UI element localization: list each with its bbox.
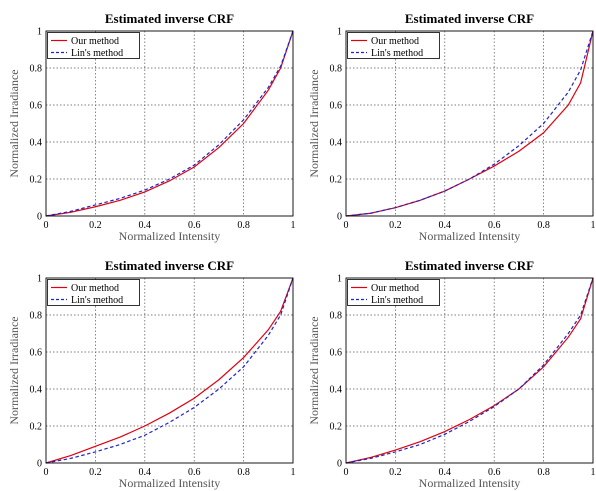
x-tick-label: 0.4 bbox=[139, 467, 152, 478]
x-axis-label: Normalized Intensity bbox=[119, 476, 221, 490]
x-tick-label: 0.6 bbox=[488, 220, 501, 231]
x-tick-label: 0 bbox=[344, 220, 349, 231]
chart-title: Estimated inverse CRF bbox=[105, 258, 234, 273]
y-tick-label: 0.8 bbox=[330, 64, 343, 75]
x-tick-label: 0.2 bbox=[89, 467, 102, 478]
y-tick-label: 0 bbox=[37, 212, 42, 223]
chart-panel-3: 0 0.2 0.4 0.6 0.8 1 0 0.2 0.4 0.6 0.8 1 Estimated in… bbox=[7, 258, 296, 490]
x-tick-label: 0.8 bbox=[537, 220, 550, 231]
series-line-lins-method bbox=[345, 277, 594, 464]
legend-box bbox=[47, 279, 140, 306]
axes-frame bbox=[45, 30, 294, 217]
legend-label: Our method bbox=[71, 36, 119, 47]
y-tick-label: 1 bbox=[337, 274, 342, 285]
y-tick-label: 0.6 bbox=[30, 348, 43, 359]
x-tick-label: 1 bbox=[291, 467, 296, 478]
series-line-our-method bbox=[345, 277, 594, 464]
y-axis-label: Normalized Irradiance bbox=[7, 69, 21, 177]
legend-label: Our method bbox=[371, 283, 419, 294]
y-tick-label: 1 bbox=[37, 274, 42, 285]
x-axis-label: Normalized Intensity bbox=[119, 229, 221, 243]
y-tick-label: 0 bbox=[337, 459, 342, 470]
axes-frame bbox=[345, 277, 594, 464]
plot-area bbox=[346, 278, 593, 463]
legend-label: Our method bbox=[71, 283, 119, 294]
x-tick-label: 0.6 bbox=[188, 220, 201, 231]
y-tick-label: 0.2 bbox=[330, 422, 343, 433]
plot-area bbox=[46, 31, 293, 216]
series-line-our-method bbox=[345, 30, 594, 217]
chart-title: Estimated inverse CRF bbox=[105, 11, 234, 26]
x-tick-label: 0.4 bbox=[439, 220, 452, 231]
chart-panel-1: 0 0.2 0.4 0.6 0.8 1 0 0.2 0.4 0.6 0.8 1 Estimated in… bbox=[7, 11, 296, 243]
x-tick-label: 0.4 bbox=[439, 467, 452, 478]
y-tick-label: 0 bbox=[37, 459, 42, 470]
x-tick-label: 0 bbox=[44, 220, 49, 231]
y-tick-label: 0.4 bbox=[330, 385, 343, 396]
y-tick-label: 0.6 bbox=[330, 101, 343, 112]
y-tick-label: 1 bbox=[37, 27, 42, 38]
series-line-our-method bbox=[45, 30, 294, 217]
y-tick-label: 0.6 bbox=[30, 101, 43, 112]
legend-box bbox=[347, 279, 440, 306]
series-line-our-method bbox=[45, 277, 294, 464]
y-tick-label: 0.4 bbox=[30, 138, 43, 149]
x-tick-label: 0.2 bbox=[89, 220, 102, 231]
plot-area bbox=[46, 278, 293, 463]
y-tick-label: 0.4 bbox=[30, 385, 43, 396]
chart-panel-4: 0 0.2 0.4 0.6 0.8 1 0 0.2 0.4 0.6 0.8 1 Estimated in… bbox=[307, 258, 596, 490]
legend-label: Lin's method bbox=[71, 48, 123, 59]
series-line-lins-method bbox=[345, 30, 594, 217]
legend-label: Lin's method bbox=[371, 48, 423, 59]
chart-title: Estimated inverse CRF bbox=[405, 258, 534, 273]
x-axis-label: Normalized Intensity bbox=[419, 476, 521, 490]
x-axis-label: Normalized Intensity bbox=[419, 229, 521, 243]
y-tick-label: 0.8 bbox=[330, 311, 343, 322]
x-tick-label: 0.2 bbox=[389, 467, 402, 478]
x-tick-label: 0.8 bbox=[237, 220, 250, 231]
axes-frame bbox=[45, 277, 294, 464]
legend-label: Lin's method bbox=[71, 295, 123, 306]
x-tick-label: 0.4 bbox=[139, 220, 152, 231]
x-tick-label: 0 bbox=[344, 467, 349, 478]
x-tick-label: 0.8 bbox=[237, 467, 250, 478]
y-tick-label: 1 bbox=[337, 27, 342, 38]
legend-label: Lin's method bbox=[371, 295, 423, 306]
x-tick-label: 0.8 bbox=[537, 467, 550, 478]
series-line-lins-method bbox=[45, 277, 294, 464]
x-tick-label: 0.6 bbox=[488, 467, 501, 478]
x-tick-label: 1 bbox=[591, 467, 596, 478]
x-tick-label: 0.2 bbox=[389, 220, 402, 231]
x-tick-label: 1 bbox=[591, 220, 596, 231]
y-tick-label: 0.2 bbox=[330, 175, 343, 186]
y-axis-label: Normalized Irradiance bbox=[307, 69, 321, 177]
chart-title: Estimated inverse CRF bbox=[405, 11, 534, 26]
legend-box bbox=[347, 32, 440, 59]
y-tick-label: 0.8 bbox=[30, 64, 43, 75]
y-tick-label: 0 bbox=[337, 212, 342, 223]
x-tick-label: 1 bbox=[291, 220, 296, 231]
x-tick-label: 0.6 bbox=[188, 467, 201, 478]
axes-frame bbox=[345, 30, 594, 217]
chart-panel-2: 0 0.2 0.4 0.6 0.8 1 0 0.2 0.4 0.6 0.8 1 Estimated in… bbox=[307, 11, 596, 243]
legend-label: Our method bbox=[371, 36, 419, 47]
x-tick-label: 0 bbox=[44, 467, 49, 478]
y-tick-label: 0.6 bbox=[330, 348, 343, 359]
y-axis-label: Normalized Irradiance bbox=[307, 316, 321, 424]
y-tick-label: 0.8 bbox=[30, 311, 43, 322]
y-axis-label: Normalized Irradiance bbox=[7, 316, 21, 424]
y-tick-label: 0.2 bbox=[30, 422, 43, 433]
y-tick-label: 0.2 bbox=[30, 175, 43, 186]
legend-box bbox=[47, 32, 140, 59]
y-tick-label: 0.4 bbox=[330, 138, 343, 149]
